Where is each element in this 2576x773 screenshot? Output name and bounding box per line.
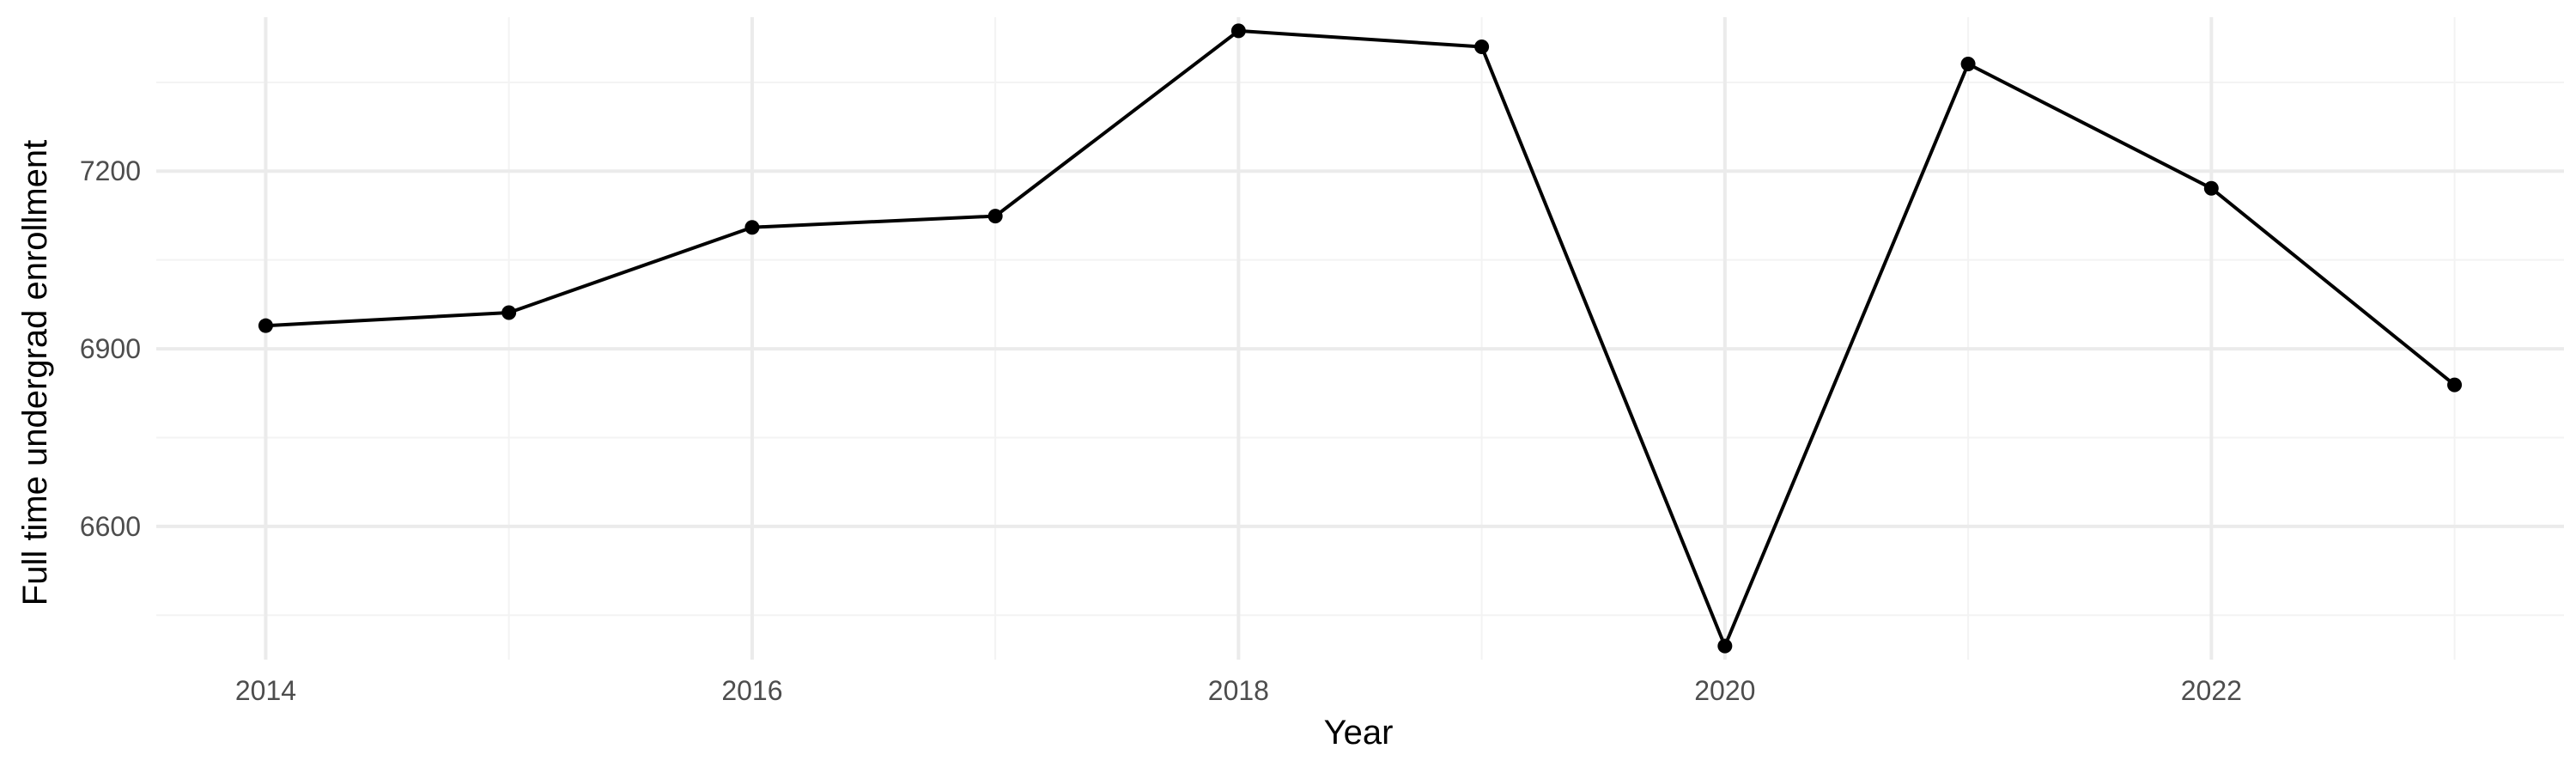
data-point-2018 (1230, 23, 1246, 39)
data-point-2021 (1960, 56, 1976, 71)
y-axis-tick-labels: 6600 6900 7200 (80, 155, 141, 542)
x-tick-label: 2014 (235, 675, 296, 706)
x-tick-label: 2018 (1208, 675, 1269, 706)
data-point-2015 (501, 305, 517, 320)
x-tick-label: 2022 (2181, 675, 2242, 706)
data-point-2019 (1474, 39, 1490, 54)
data-point-2022 (2203, 180, 2219, 196)
series-line (264, 28, 2457, 648)
data-point-2016 (744, 220, 760, 235)
minor-gridlines (156, 17, 2564, 660)
x-tick-label: 2016 (721, 675, 782, 706)
series-layer (258, 23, 2463, 654)
data-point-2014 (258, 318, 273, 333)
major-gridlines (156, 17, 2564, 660)
y-tick-label: 6900 (80, 333, 141, 364)
y-tick-label: 7200 (80, 155, 141, 186)
x-axis-tick-labels: 2014 2016 2018 2020 2022 (235, 675, 2242, 706)
data-point-2020 (1717, 638, 1733, 654)
y-axis-title: Full time undergrad enrollment (16, 140, 54, 606)
data-point-2023 (2447, 377, 2463, 393)
data-point-2017 (987, 209, 1003, 224)
y-tick-label: 6600 (80, 511, 141, 542)
x-tick-label: 2020 (1694, 675, 1755, 706)
x-axis-title: Year (1324, 714, 1394, 752)
